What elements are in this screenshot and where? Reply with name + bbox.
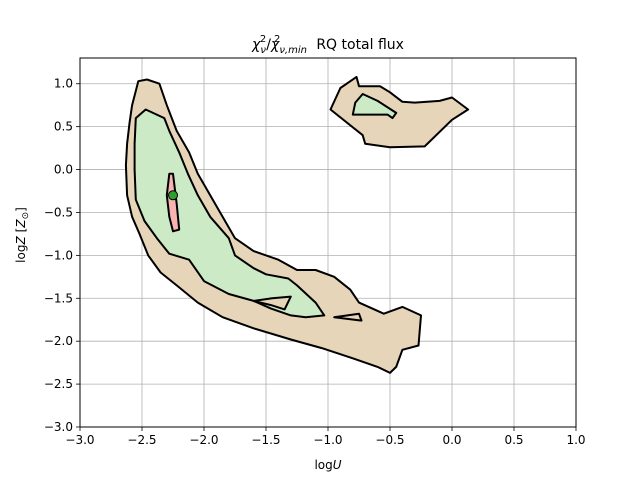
y-tick-label: 0.5 xyxy=(54,120,73,134)
y-axis-label-open: [ xyxy=(14,228,28,233)
title-suffix: RQ total flux xyxy=(316,37,404,53)
y-tick-label: −2.5 xyxy=(44,377,73,391)
x-axis-label-var: U xyxy=(333,458,342,472)
contour-region-middle xyxy=(133,108,326,319)
contour-region-outer xyxy=(252,295,292,311)
contour-regions xyxy=(124,75,470,374)
y-tick-label: −1.0 xyxy=(44,248,73,262)
y-tick-label: 0.0 xyxy=(54,163,73,177)
x-tick-label: −2.0 xyxy=(189,433,218,447)
y-axis-label: logZ[Z⊙] xyxy=(14,207,31,263)
title-chi-sub: ν xyxy=(260,45,266,56)
y-tick-label: −3.0 xyxy=(44,420,73,434)
title-chi: χ xyxy=(251,37,261,53)
y-tick-label: −0.5 xyxy=(44,205,73,219)
x-tick-label: −3.0 xyxy=(65,433,94,447)
x-tick-label: 0.0 xyxy=(442,433,461,447)
best-fit-marker-layer xyxy=(168,190,178,201)
y-axis-label-close: ] xyxy=(14,207,28,212)
title-slash: / xyxy=(266,37,271,53)
title-chi-2-sub: ν,min xyxy=(279,45,307,56)
x-tick-label: −0.5 xyxy=(375,433,404,447)
y-tick-label: −1.5 xyxy=(44,291,73,305)
x-tick-label: 0.5 xyxy=(504,433,523,447)
y-axis-label-unit: Z xyxy=(14,219,28,229)
y-tick-label: −2.0 xyxy=(44,334,73,348)
x-tick-label: −1.0 xyxy=(313,433,342,447)
x-tick-label: −1.5 xyxy=(251,433,280,447)
x-tick-label: −2.5 xyxy=(127,433,156,447)
y-axis-label-var: Z xyxy=(14,236,28,246)
contour-region-inner xyxy=(165,172,181,233)
contour-region-middle xyxy=(351,93,398,120)
y-axis-label-unit-sub: ⊙ xyxy=(21,212,31,220)
x-axis-label-log: log xyxy=(314,458,332,472)
y-tick-label: 1.0 xyxy=(54,77,73,91)
contour-region-outer xyxy=(333,312,363,322)
x-axis-label: logU xyxy=(314,458,341,472)
chart-title: χν2/χν,min2 RQ total flux xyxy=(251,34,404,56)
title-chi-2-sup: 2 xyxy=(274,34,280,45)
contour-region-outer xyxy=(124,78,422,374)
y-axis-label-log: log xyxy=(14,245,28,263)
axis-ticks: −3.0 −2.5 −2.0 −1.5 −1.0 −0.5 0.0 0.5 1.0 −3.0 −2.… xyxy=(44,77,586,447)
title-chi-2: χ xyxy=(270,37,280,53)
title-chi-sup: 2 xyxy=(260,34,266,45)
best-fit-marker xyxy=(168,190,178,201)
x-tick-label: 1.0 xyxy=(566,433,585,447)
